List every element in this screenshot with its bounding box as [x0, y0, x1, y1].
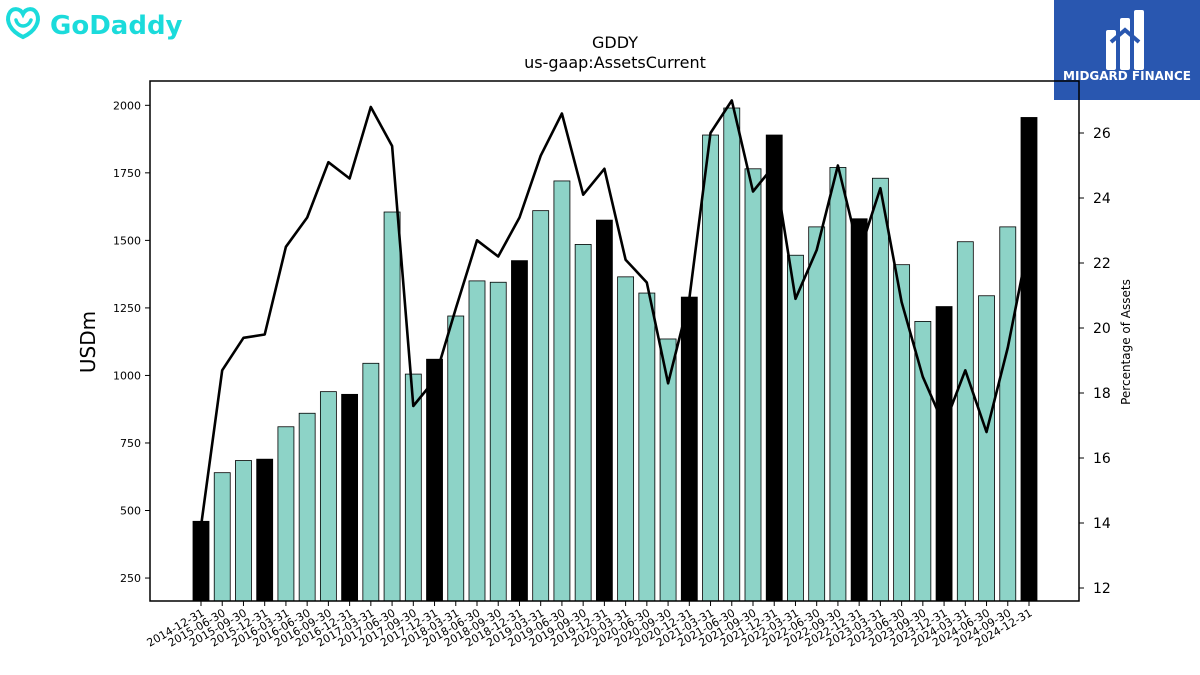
y-tick-label: 750 — [120, 437, 141, 450]
bar-2016-03-31 — [277, 426, 295, 602]
y2-axis-ticks: 12 14 16 18 20 22 24 26 — [1079, 126, 1111, 597]
chart-subtitle: us-gaap:AssetsCurrent — [524, 53, 706, 72]
bar-2018-12-31 — [511, 260, 528, 602]
bar-2019-03-31 — [532, 210, 550, 602]
y-tick-label: 500 — [120, 505, 141, 518]
bar-2024-06-30 — [978, 295, 995, 602]
bar-2021-06-30 — [723, 107, 741, 602]
godaddy-heart-icon — [6, 7, 40, 40]
bar-2017-03-31 — [362, 362, 380, 602]
bar-2018-06-30 — [468, 280, 486, 602]
bar-2016-06-30 — [298, 412, 316, 602]
bar-2019-06-30 — [553, 180, 571, 602]
y2-tick-label: 14 — [1093, 516, 1111, 532]
y-tick-label: 1500 — [113, 234, 141, 247]
midgard-logo-icon — [1106, 10, 1144, 70]
bar-2023-12-31 — [935, 306, 953, 602]
bar-2021-03-31 — [702, 134, 719, 602]
y2-axis-label: Percentage of Assets — [1119, 279, 1133, 405]
y-tick-label: 2000 — [113, 99, 141, 112]
line-layer — [199, 99, 1031, 527]
y-tick-label: 250 — [120, 572, 141, 585]
bar-2022-06-30 — [808, 226, 826, 602]
bar-2021-09-30 — [744, 168, 762, 602]
y2-tick-label: 26 — [1093, 126, 1111, 142]
bar-2019-12-31 — [595, 219, 613, 602]
bar-2024-09-30 — [999, 226, 1017, 602]
bar-2016-12-31 — [341, 393, 359, 602]
y2-tick-label: 12 — [1093, 581, 1111, 597]
bar-2024-03-31 — [956, 241, 974, 602]
bar-2014-12-31 — [192, 520, 210, 602]
y2-tick-label: 16 — [1093, 451, 1111, 467]
bar-2023-03-31 — [871, 177, 889, 602]
x-axis-ticks: 2014-12-312015-06-302015-09-302015-12-31… — [145, 601, 1035, 650]
bar-2022-03-31 — [787, 254, 804, 602]
bar-2017-12-31 — [426, 358, 443, 602]
y-tick-label: 1750 — [113, 167, 141, 180]
midgard-badge-graphic: MIDGARD FINANCE — [1063, 10, 1191, 83]
percentage-line — [199, 99, 1031, 527]
plot-frame — [149, 80, 1080, 602]
y-tick-label: 1250 — [113, 302, 141, 315]
badge-text: MIDGARD FINANCE — [1063, 69, 1191, 83]
y2-tick-label: 24 — [1093, 191, 1111, 207]
logo-text: GoDaddy — [50, 11, 183, 41]
bar-2020-12-31 — [680, 296, 698, 602]
bar-2018-03-31 — [447, 315, 465, 602]
bar-2022-12-31 — [850, 218, 868, 602]
bar-2017-09-30 — [404, 373, 422, 602]
bar-2019-09-30 — [574, 244, 592, 602]
y2-tick-label: 18 — [1093, 386, 1111, 402]
bar-2023-09-30 — [914, 321, 932, 602]
y2-tick-label: 20 — [1093, 321, 1111, 337]
bar-2016-09-30 — [319, 391, 337, 602]
y2-tick-label: 22 — [1093, 256, 1111, 272]
chart-title: GDDY — [592, 33, 638, 52]
bar-2015-09-30 — [235, 460, 252, 602]
y-axis-label: USDm — [76, 311, 100, 373]
bar-2022-09-30 — [829, 167, 847, 602]
bars-layer — [192, 107, 1038, 602]
bar-2024-12-31 — [1020, 117, 1038, 602]
bar-2015-12-31 — [256, 458, 274, 602]
bar-2020-03-31 — [617, 276, 635, 602]
bar-2023-06-30 — [893, 264, 911, 602]
bar-2017-06-30 — [383, 211, 401, 602]
y-axis-ticks: 250 500 750 1000 1250 1500 1750 2000 — [113, 99, 150, 585]
bar-2020-06-30 — [638, 292, 656, 602]
bar-2018-09-30 — [489, 281, 507, 602]
bar-2015-06-30 — [213, 472, 231, 602]
godaddy-logo: GoDaddy — [6, 7, 183, 41]
y-tick-label: 1000 — [113, 369, 141, 382]
